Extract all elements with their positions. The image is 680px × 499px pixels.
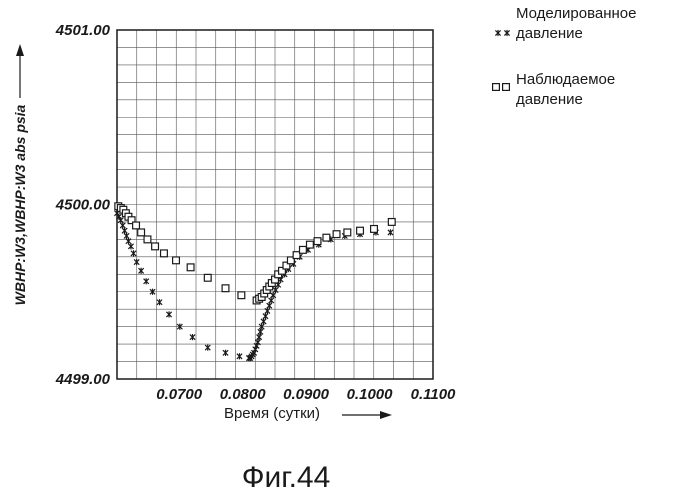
y-tick-label: 4499.00	[55, 371, 111, 388]
data-point-simulated	[134, 259, 139, 265]
x-axis-label: Время (сутки)	[224, 405, 320, 422]
data-point-observed	[300, 246, 307, 253]
data-point-simulated	[139, 268, 144, 274]
data-point-simulated	[157, 299, 162, 305]
x-tick-label: 0.1000	[347, 386, 394, 403]
data-point-simulated	[144, 278, 149, 284]
legend-item-simulated: Моделированное давление	[495, 5, 636, 42]
data-point-observed	[306, 241, 313, 248]
data-point-simulated	[237, 353, 242, 359]
legend-label-line1: Моделированное	[516, 5, 636, 22]
grid	[117, 30, 433, 379]
data-point-observed	[138, 229, 145, 236]
legend-star-icon	[495, 30, 500, 36]
data-point-observed	[371, 226, 378, 233]
x-tick-label: 0.0900	[283, 386, 330, 403]
data-point-simulated	[223, 350, 228, 356]
x-axis-arrow-head	[380, 411, 392, 419]
data-point-observed	[323, 234, 330, 241]
y-axis-arrow-head	[16, 44, 24, 56]
data-point-observed	[314, 238, 321, 245]
data-point-simulated	[128, 243, 133, 249]
legend-label-line1: Наблюдаемое	[516, 71, 615, 88]
data-point-observed	[344, 229, 351, 236]
x-tick-label: 0.0700	[156, 386, 203, 403]
data-point-observed	[144, 236, 151, 243]
data-point-observed	[388, 219, 395, 226]
data-point-simulated	[205, 344, 210, 350]
x-tick-label: 0.1100	[411, 386, 456, 403]
data-point-simulated	[273, 287, 278, 293]
data-point-simulated	[166, 311, 171, 317]
data-point-observed	[333, 231, 340, 238]
legend-star-icon	[504, 30, 509, 36]
data-point-observed	[133, 222, 140, 229]
y-tick-label: 4500.00	[55, 197, 111, 214]
y-tick-label: 4501.00	[55, 22, 111, 39]
legend-square-icon	[493, 84, 500, 91]
data-point-observed	[204, 274, 211, 281]
legend-label-line2: давление	[516, 25, 583, 42]
data-point-observed	[357, 227, 364, 234]
data-point-observed	[173, 257, 180, 264]
legend-square-icon	[503, 84, 510, 91]
data-point-observed	[152, 243, 159, 250]
legend-label-line2: давление	[516, 91, 583, 108]
data-point-simulated	[126, 238, 131, 244]
legend-item-observed: Наблюдаемое давление	[493, 71, 616, 108]
figure-caption: Фиг.44	[242, 461, 331, 494]
data-point-observed	[238, 292, 245, 299]
data-point-simulated	[388, 229, 393, 235]
data-point-simulated	[190, 334, 195, 340]
data-point-observed	[161, 250, 168, 257]
legend: Моделированное давление Наблюдаемое давлени…	[493, 5, 637, 108]
data-point-simulated	[131, 250, 136, 256]
x-tick-label: 0.0800	[220, 386, 267, 403]
y-axis-label: WBHP:W3,WBHP:W3 abs psia	[12, 104, 28, 305]
data-point-observed	[222, 285, 229, 292]
data-point-observed	[187, 264, 194, 271]
